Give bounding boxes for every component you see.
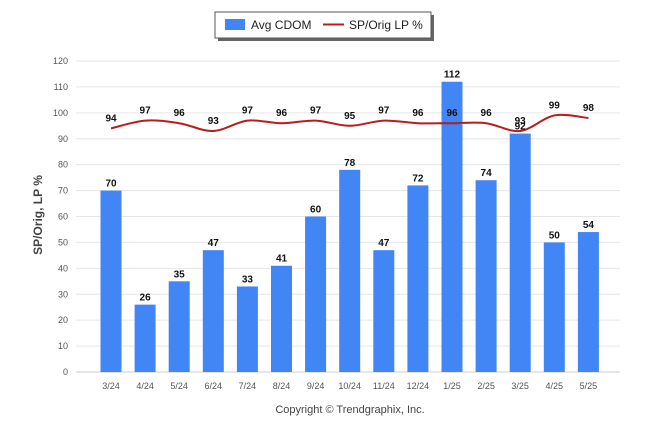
bar bbox=[305, 216, 327, 372]
line-data-label: 94 bbox=[105, 113, 117, 124]
bar-data-label: 41 bbox=[276, 254, 288, 265]
line-data-label: 97 bbox=[310, 106, 322, 117]
bar-data-label: 72 bbox=[412, 173, 424, 184]
bar bbox=[475, 180, 497, 372]
bar bbox=[236, 286, 258, 372]
bar bbox=[441, 81, 463, 372]
y-tick-label: 10 bbox=[58, 341, 68, 351]
bar-data-label: 92 bbox=[515, 122, 527, 133]
bar-data-label: 54 bbox=[583, 220, 595, 231]
x-axis-ticks: 3/24 4/24 5/24 6/24 7/24 8/24 9/24 10/24 11/24 12… bbox=[102, 381, 597, 391]
bar-data-label: 26 bbox=[140, 293, 152, 304]
x-tick-label: 12/24 bbox=[407, 381, 430, 391]
y-tick-label: 70 bbox=[58, 186, 68, 196]
bar bbox=[543, 242, 565, 372]
x-tick-label: 9/24 bbox=[307, 381, 325, 391]
y-axis-ticks: 0 10 20 30 40 50 60 70 80 90 100 110 120 bbox=[53, 56, 68, 377]
line-data-label: 96 bbox=[446, 108, 458, 119]
line-data-label: 96 bbox=[481, 108, 493, 119]
bar-data-label: 60 bbox=[310, 205, 322, 216]
y-tick-label: 30 bbox=[58, 289, 68, 299]
x-tick-label: 7/24 bbox=[239, 381, 257, 391]
data-labels: 70 26 35 47 33 41 60 78 47 72 112 74 92 50 54 94 97 96 93 9… bbox=[105, 70, 594, 304]
bar-data-label: 112 bbox=[444, 70, 461, 81]
legend: Avg CDOM SP/Orig LP % bbox=[214, 11, 434, 41]
bar-data-label: 33 bbox=[242, 274, 254, 285]
x-tick-label: 3/24 bbox=[102, 381, 120, 391]
bar bbox=[339, 169, 361, 372]
x-tick-label: 4/24 bbox=[136, 381, 154, 391]
y-tick-label: 40 bbox=[58, 263, 68, 273]
line-data-label: 96 bbox=[412, 108, 424, 119]
line-data-label: 95 bbox=[344, 111, 356, 122]
bar bbox=[509, 133, 531, 372]
bar-data-label: 50 bbox=[549, 230, 561, 241]
bar bbox=[168, 281, 190, 372]
x-tick-label: 8/24 bbox=[273, 381, 291, 391]
x-tick-label: 1/25 bbox=[443, 381, 461, 391]
bars bbox=[100, 81, 599, 372]
bar-data-label: 35 bbox=[174, 269, 186, 280]
bar bbox=[134, 304, 156, 372]
x-tick-label: 11/24 bbox=[373, 381, 395, 391]
line-data-label: 97 bbox=[378, 106, 390, 117]
bar bbox=[577, 232, 599, 372]
line-series bbox=[110, 113, 589, 133]
y-tick-label: 90 bbox=[58, 134, 68, 144]
x-tick-label: 6/24 bbox=[205, 381, 223, 391]
x-tick-label: 5/24 bbox=[170, 381, 188, 391]
line-data-label: 93 bbox=[515, 116, 527, 127]
line-data-label: 99 bbox=[549, 100, 561, 111]
legend-label-bar: Avg CDOM bbox=[251, 18, 311, 32]
line-data-label: 97 bbox=[242, 106, 254, 117]
line-path bbox=[110, 113, 589, 133]
bar-data-label: 70 bbox=[105, 179, 117, 190]
y-tick-label: 60 bbox=[58, 212, 68, 222]
bar bbox=[373, 250, 395, 372]
x-tick-label: 4/25 bbox=[546, 381, 564, 391]
bar bbox=[271, 265, 292, 372]
line-data-label: 96 bbox=[276, 108, 288, 119]
y-axis-label: SP/Orig, LP % bbox=[31, 175, 45, 255]
line-data-label: 96 bbox=[174, 108, 186, 119]
legend-swatch-bar bbox=[225, 19, 245, 30]
x-tick-label: 2/25 bbox=[477, 381, 495, 391]
y-tick-label: 0 bbox=[63, 367, 68, 377]
y-tick-label: 100 bbox=[53, 108, 68, 118]
bar-data-label: 47 bbox=[378, 238, 390, 249]
copyright-credit: Copyright © Trendgraphix, Inc. bbox=[275, 404, 424, 416]
y-tick-label: 50 bbox=[58, 237, 68, 247]
bar bbox=[100, 190, 122, 372]
y-tick-label: 110 bbox=[54, 82, 68, 92]
bar bbox=[407, 185, 429, 372]
bar-data-label: 74 bbox=[481, 168, 493, 179]
line-data-label: 93 bbox=[208, 116, 220, 127]
y-tick-label: 20 bbox=[58, 315, 68, 325]
x-tick-label: 3/25 bbox=[511, 381, 529, 391]
x-tick-label: 5/25 bbox=[580, 381, 598, 391]
y-tick-label: 80 bbox=[58, 160, 68, 170]
line-data-label: 97 bbox=[140, 106, 152, 117]
y-tick-label: 120 bbox=[53, 56, 68, 66]
bar-data-label: 47 bbox=[208, 238, 220, 249]
bar-data-label: 78 bbox=[344, 158, 356, 169]
bar bbox=[202, 250, 224, 372]
legend-label-line: SP/Orig LP % bbox=[349, 18, 423, 32]
line-data-label: 98 bbox=[583, 103, 595, 114]
x-tick-label: 10/24 bbox=[338, 381, 361, 391]
